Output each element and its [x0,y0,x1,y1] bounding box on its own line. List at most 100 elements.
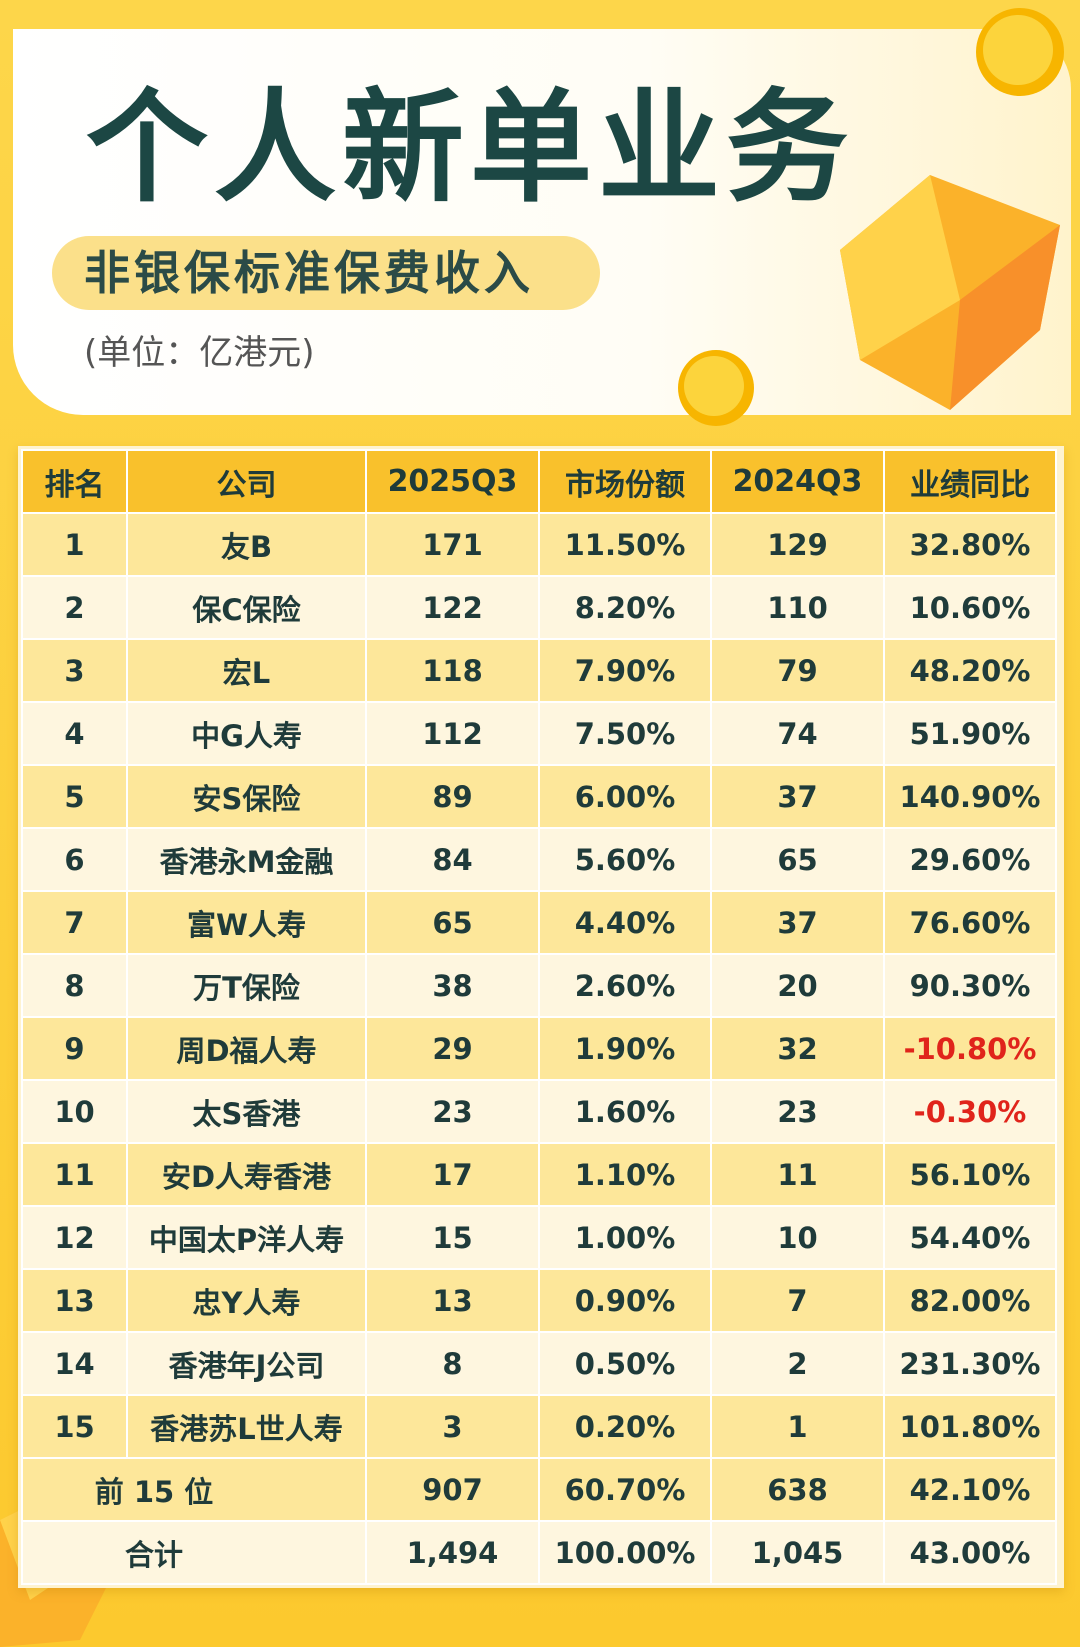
table-row: 2 保C保险 122 8.20% 110 10.60% [21,575,1057,640]
table-cell: 万T保险 [126,953,367,1018]
table-cell: 14 [21,1331,128,1396]
table-cell: 54.40% [883,1205,1057,1270]
column-header: 业绩同比 [883,449,1057,514]
summary-row: 合计 1,494 100.00% 1,045 43.00% [21,1520,1057,1585]
table-cell: 香港年J公司 [126,1331,367,1396]
table-cell: 65 [365,890,540,955]
table-cell: 10 [21,1079,128,1144]
table-cell: 15 [365,1205,540,1270]
table-cell: 32 [710,1016,885,1081]
table-cell: 6 [21,827,128,892]
column-header: 市场份额 [538,449,712,514]
table-row: 9 周D福人寿 29 1.90% 32 -10.80% [21,1016,1057,1081]
table-cell: 友B [126,512,367,577]
table-row: 1 友B 171 11.50% 129 32.80% [21,512,1057,577]
table-row: 12 中国太P洋人寿 15 1.00% 10 54.40% [21,1205,1057,1270]
table-cell: 13 [21,1268,128,1333]
table-cell: 65 [710,827,885,892]
table-cell: 56.10% [883,1142,1057,1207]
table-row: 4 中G人寿 112 7.50% 74 51.90% [21,701,1057,766]
table-cell: 37 [710,890,885,955]
table-cell: 0.50% [538,1331,712,1396]
table-cell: 11 [710,1142,885,1207]
table-cell: 11 [21,1142,128,1207]
table-cell: 7.90% [538,638,712,703]
table-cell: 富W人寿 [126,890,367,955]
table-cell: 82.00% [883,1268,1057,1333]
coin [976,8,1064,96]
summary-cell: 638 [710,1457,885,1522]
table-cell: 8 [21,953,128,1018]
summary-row: 前 15 位 907 60.70% 638 42.10% [21,1457,1057,1522]
summary-cell: 43.00% [883,1520,1057,1585]
unit-note: (单位：亿港元) [84,333,315,373]
table-cell: 15 [21,1394,128,1459]
table-cell: 90.30% [883,953,1057,1018]
table-cell: 8.20% [538,575,712,640]
table-cell: 6.00% [538,764,712,829]
table-cell: 171 [365,512,540,577]
table-cell: 3 [21,638,128,703]
table-row: 6 香港永M金融 84 5.60% 65 29.60% [21,827,1057,892]
table-cell: 122 [365,575,540,640]
column-header: 排名 [21,449,128,514]
subtitle: 非银保标准保费收入 [84,246,534,300]
table-cell: 17 [365,1142,540,1207]
table-cell: 1 [710,1394,885,1459]
table-cell: 5 [21,764,128,829]
table-cell: 香港苏L世人寿 [126,1394,367,1459]
table-cell: 110 [710,575,885,640]
column-header: 公司 [126,449,367,514]
table-cell: 29 [365,1016,540,1081]
table-cell: 129 [710,512,885,577]
table-cell: 中国太P洋人寿 [126,1205,367,1270]
table-cell: 1 [21,512,128,577]
table-cell: 89 [365,764,540,829]
summary-cell: 100.00% [538,1520,712,1585]
table-cell: 安S保险 [126,764,367,829]
table-body: 1 友B 171 11.50% 129 32.80% 2 保C保险 122 8.20% 110 10.… [21,512,1057,1585]
table-row: 8 万T保险 38 2.60% 20 90.30% [21,953,1057,1018]
summary-cell: 1,045 [710,1520,885,1585]
table-row: 5 安S保险 89 6.00% 37 140.90% [21,764,1057,829]
table-cell: 0.20% [538,1394,712,1459]
table-cell: 2 [21,575,128,640]
table-cell: 香港永M金融 [126,827,367,892]
table-cell: 13 [365,1268,540,1333]
subtitle-pill [52,236,600,310]
table-cell: 忠Y人寿 [126,1268,367,1333]
table-cell: 1.00% [538,1205,712,1270]
table-cell: -0.30% [883,1079,1057,1144]
table-cell: 101.80% [883,1394,1057,1459]
table-cell: 112 [365,701,540,766]
table-cell: 保C保险 [126,575,367,640]
table-cell: 32.80% [883,512,1057,577]
table-cell: 8 [365,1331,540,1396]
table-cell: 7 [21,890,128,955]
title: 个人新单业务 [86,77,854,219]
table-cell: -10.80% [883,1016,1057,1081]
table-cell: 10 [710,1205,885,1270]
table-cell: 2.60% [538,953,712,1018]
table-cell: 中G人寿 [126,701,367,766]
table-cell: 0.90% [538,1268,712,1333]
table-cell: 48.20% [883,638,1057,703]
summary-cell: 合计 [21,1520,367,1585]
table-wrap: 排名 公司 2025Q3 市场份额 2024Q3 业绩同比 1 友B 171 11.50% 129… [18,446,1064,1588]
summary-cell: 42.10% [883,1457,1057,1522]
column-header: 2024Q3 [710,449,885,514]
summary-cell: 前 15 位 [21,1457,367,1522]
summary-cell: 60.70% [538,1457,712,1522]
table-row: 7 富W人寿 65 4.40% 37 76.60% [21,890,1057,955]
table-cell: 74 [710,701,885,766]
table-row: 10 太S香港 23 1.60% 23 -0.30% [21,1079,1057,1144]
table-cell: 4.40% [538,890,712,955]
cube [840,175,1060,410]
table-cell: 38 [365,953,540,1018]
table-cell: 12 [21,1205,128,1270]
table-cell: 7 [710,1268,885,1333]
table: 排名 公司 2025Q3 市场份额 2024Q3 业绩同比 1 友B 171 11.50% 129… [21,449,1057,1585]
table-cell: 29.60% [883,827,1057,892]
table-cell: 1.60% [538,1079,712,1144]
